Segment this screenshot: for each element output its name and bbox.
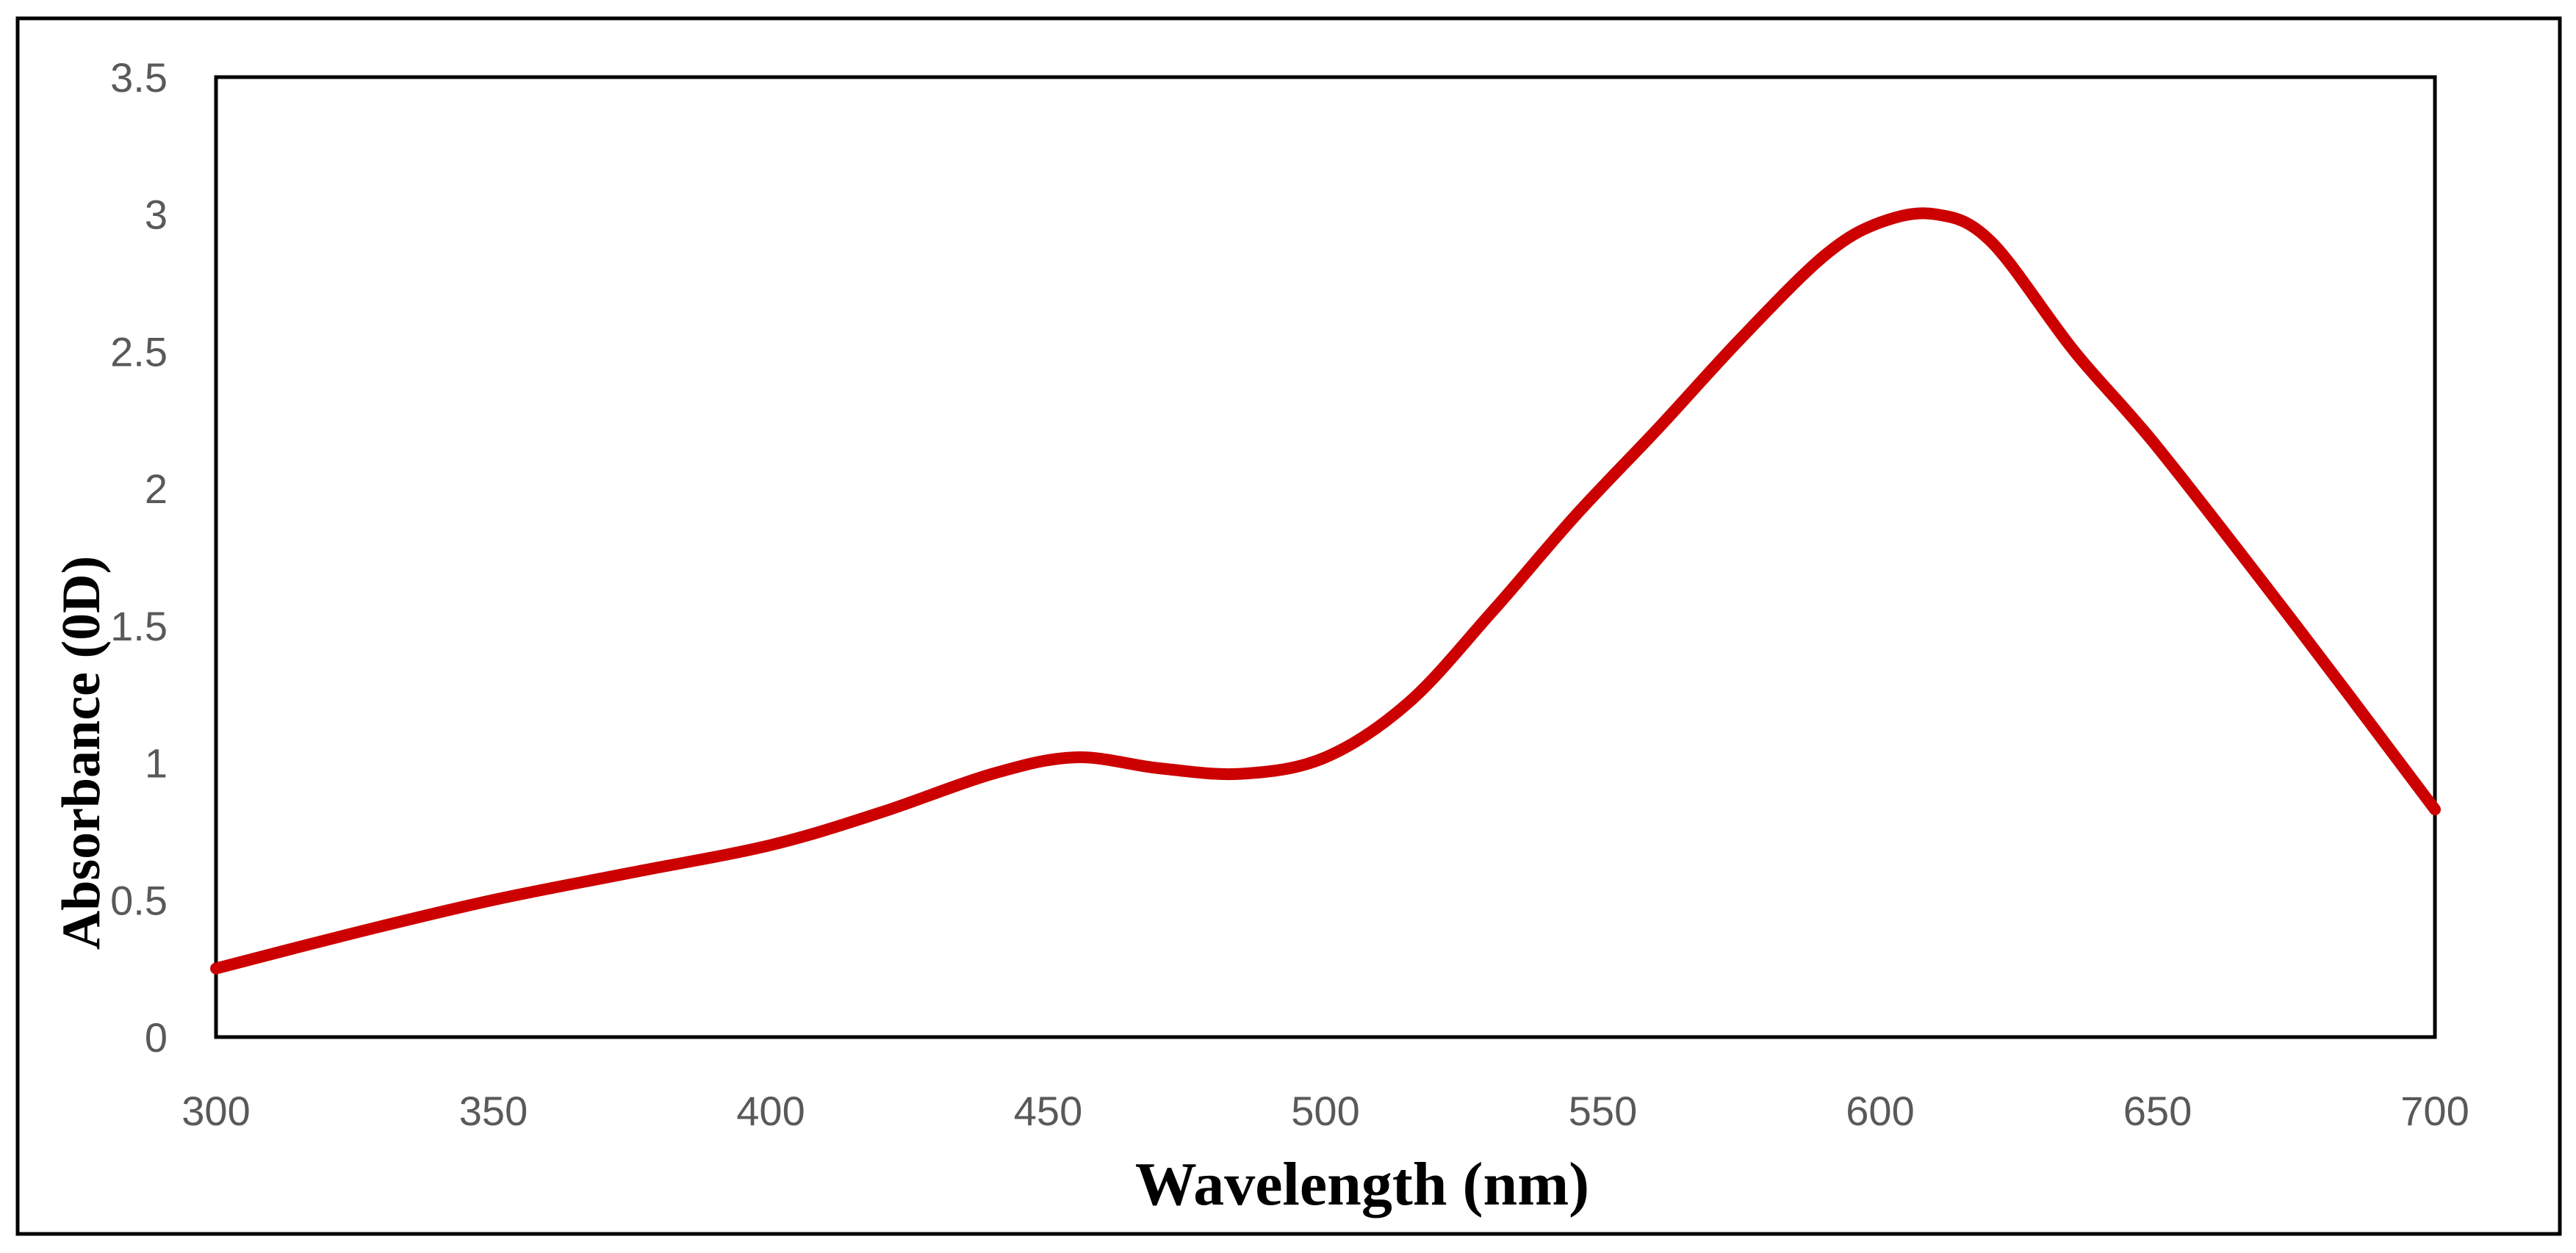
series-layer xyxy=(210,207,2441,975)
y-axis-title: Absorbance (0D) xyxy=(51,556,112,950)
x-tick-label: 300 xyxy=(181,1088,250,1134)
series-line-absorbance xyxy=(210,207,2441,975)
y-tick-label: 1 xyxy=(145,740,168,787)
y-tick-label: 2 xyxy=(145,466,168,512)
x-tick-label: 700 xyxy=(2400,1088,2469,1134)
x-axis-ticks: 300 350 400 450 500 550 600 650 700 xyxy=(181,1088,2469,1134)
y-tick-label: 3 xyxy=(145,192,168,238)
x-tick-label: 600 xyxy=(1846,1088,1914,1134)
x-tick-label: 450 xyxy=(1014,1088,1082,1134)
y-tick-label: 0.5 xyxy=(110,877,168,923)
y-tick-label: 3.5 xyxy=(110,54,168,101)
x-axis-title: Wavelength (nm) xyxy=(1135,1150,1589,1218)
x-tick-label: 650 xyxy=(2123,1088,2192,1134)
y-tick-label: 2.5 xyxy=(110,328,168,375)
x-tick-label: 400 xyxy=(736,1088,805,1134)
y-axis-ticks: 0 0.5 1 1.5 2 2.5 3 3.5 xyxy=(110,54,168,1061)
y-tick-label: 0 xyxy=(145,1014,168,1061)
x-tick-label: 550 xyxy=(1569,1088,1637,1134)
y-tick-label: 1.5 xyxy=(110,603,168,649)
x-tick-label: 350 xyxy=(459,1088,528,1134)
x-tick-label: 500 xyxy=(1291,1088,1359,1134)
